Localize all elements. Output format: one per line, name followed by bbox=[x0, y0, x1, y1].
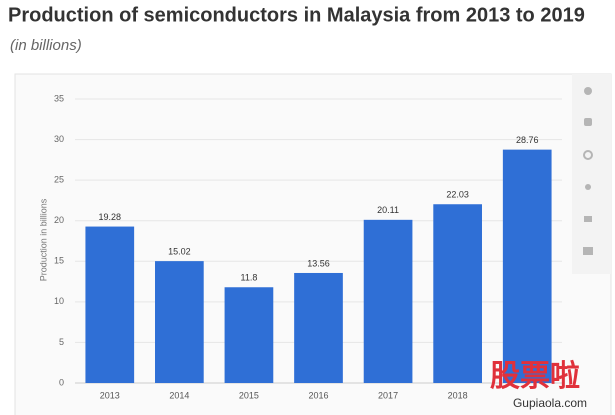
y-tick-label: 20 bbox=[54, 215, 64, 225]
bar bbox=[294, 272, 343, 383]
icon-bell[interactable] bbox=[584, 118, 592, 126]
bar bbox=[85, 226, 135, 383]
value-label: 11.8 bbox=[240, 273, 257, 283]
value-label: 19.28 bbox=[99, 212, 122, 222]
value-label: 28.76 bbox=[516, 135, 539, 145]
value-label: 13.56 bbox=[307, 258, 330, 268]
x-tick-label: 2018 bbox=[448, 390, 468, 400]
y-tick-label: 30 bbox=[54, 134, 64, 144]
y-tick-label: 5 bbox=[59, 337, 64, 347]
value-label: 22.03 bbox=[446, 190, 469, 200]
value-label: 20.11 bbox=[377, 205, 399, 215]
watermark-logo: 股票啦 bbox=[490, 359, 580, 393]
icon-quote[interactable] bbox=[584, 216, 592, 222]
watermark-site: Gupiaola.com bbox=[513, 396, 587, 410]
x-tick-label: 2015 bbox=[239, 390, 259, 400]
icon-star[interactable] bbox=[584, 87, 592, 95]
x-tick-label: 2016 bbox=[308, 390, 328, 400]
sidebar bbox=[572, 74, 611, 274]
bar bbox=[433, 204, 482, 383]
x-tick-label: 2013 bbox=[100, 390, 120, 400]
bar bbox=[155, 261, 204, 383]
chart-subtitle: (in billions) bbox=[10, 37, 82, 54]
y-tick-label: 25 bbox=[54, 175, 64, 185]
y-tick-label: 15 bbox=[54, 256, 64, 266]
icon-print[interactable] bbox=[583, 247, 593, 255]
icon-share[interactable] bbox=[585, 184, 591, 190]
bar bbox=[224, 287, 274, 383]
y-tick-label: 10 bbox=[54, 296, 64, 306]
y-tick-label: 0 bbox=[59, 377, 64, 387]
value-label: 15.02 bbox=[168, 246, 191, 256]
x-tick-label: 2017 bbox=[378, 390, 398, 400]
bar bbox=[502, 149, 552, 383]
x-tick-label: 2014 bbox=[169, 390, 189, 400]
y-tick-label: 35 bbox=[54, 93, 64, 103]
sidebar-icons bbox=[583, 87, 593, 255]
bar bbox=[363, 219, 413, 383]
chart-title: Production of semiconductors in Malaysia… bbox=[8, 4, 585, 26]
y-axis-label: Production in billions bbox=[38, 198, 48, 281]
icon-settings[interactable] bbox=[583, 150, 593, 160]
